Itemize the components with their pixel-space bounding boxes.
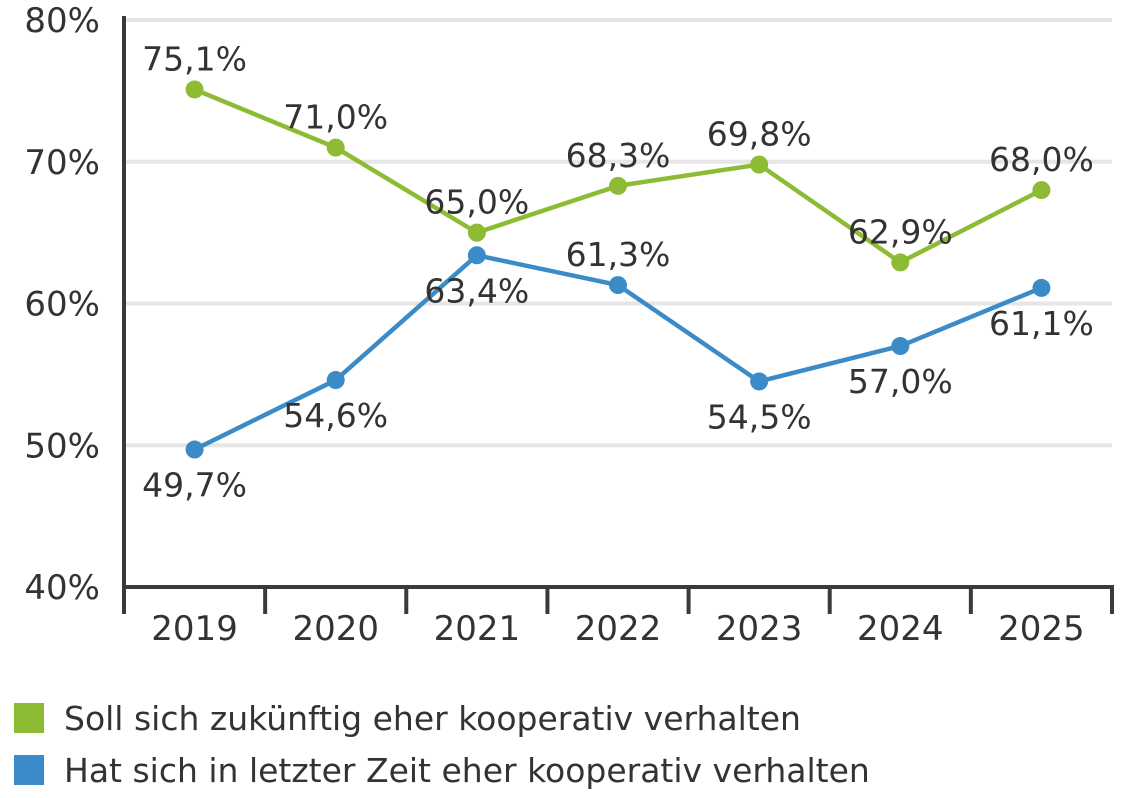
x-tick-label-2019: 2019 — [151, 609, 238, 649]
legend-swatch-blue — [14, 755, 44, 785]
legend-item-blue: Hat sich in letzter Zeit eher kooperativ… — [14, 744, 870, 796]
x-tick-label-2022: 2022 — [575, 609, 662, 649]
y-tick-label-0: 40% — [24, 568, 100, 608]
series-0-label-2020: 71,0% — [283, 98, 388, 137]
legend-label-green: Soll sich zukünftig eher kooperativ verh… — [64, 698, 801, 738]
series-0-label-2021: 65,0% — [424, 183, 529, 222]
series-1-point-2025 — [1032, 278, 1051, 297]
series-0-label-2022: 68,3% — [566, 136, 671, 175]
series-0-point-2019 — [185, 80, 204, 99]
series-1-point-2023 — [750, 372, 769, 391]
series-0-label-2019: 75,1% — [142, 39, 247, 78]
series-1-label-2019: 49,7% — [142, 466, 247, 505]
series-1-label-2022: 61,3% — [566, 235, 671, 274]
series-0-point-2020 — [326, 138, 345, 157]
x-tick-label-2023: 2023 — [716, 609, 803, 649]
line-chart: 40% 50% 60% 70% 80% 2019 2020 2021 2022 2023 2024 2… — [24, 1, 1114, 649]
series-0-point-2021 — [467, 223, 486, 242]
series-1-point-2020 — [326, 371, 345, 390]
series-0-point-2023 — [750, 155, 769, 174]
series-1-point-2019 — [185, 440, 204, 459]
y-tick-label-3: 70% — [24, 143, 100, 183]
y-tick-label-4: 80% — [24, 1, 100, 41]
series-1-label-2025: 61,1% — [989, 304, 1094, 343]
y-tick-label-2: 60% — [24, 285, 100, 325]
series-1-point-2022 — [609, 276, 627, 295]
series-0-label-2025: 68,0% — [989, 140, 1094, 179]
series-0-point-2024 — [891, 253, 910, 272]
series-1-point-2024 — [891, 337, 910, 356]
x-tick-label-2020: 2020 — [292, 609, 379, 649]
series-1-label-2021: 63,4% — [424, 271, 529, 310]
series-0-point-2025 — [1032, 181, 1051, 200]
legend: Soll sich zukünftig eher kooperativ verh… — [14, 692, 870, 796]
legend-label-blue: Hat sich in letzter Zeit eher kooperativ… — [64, 750, 870, 790]
series-0-label-2024: 62,9% — [848, 212, 953, 251]
x-tick-label-2024: 2024 — [857, 609, 944, 649]
series-0-label-2023: 69,8% — [707, 115, 812, 154]
series-1-point-2021 — [467, 246, 486, 265]
x-tick-label-2025: 2025 — [998, 609, 1085, 649]
series-1-label-2023: 54,5% — [707, 397, 812, 436]
series-1-label-2024: 57,0% — [848, 362, 953, 401]
legend-item-green: Soll sich zukünftig eher kooperativ verh… — [14, 692, 870, 744]
y-tick-label-1: 50% — [24, 426, 100, 466]
series-1-label-2020: 54,6% — [283, 396, 388, 435]
series-0-point-2022 — [609, 176, 627, 195]
x-tick-label-2021: 2021 — [434, 609, 521, 649]
legend-swatch-green — [14, 703, 44, 733]
